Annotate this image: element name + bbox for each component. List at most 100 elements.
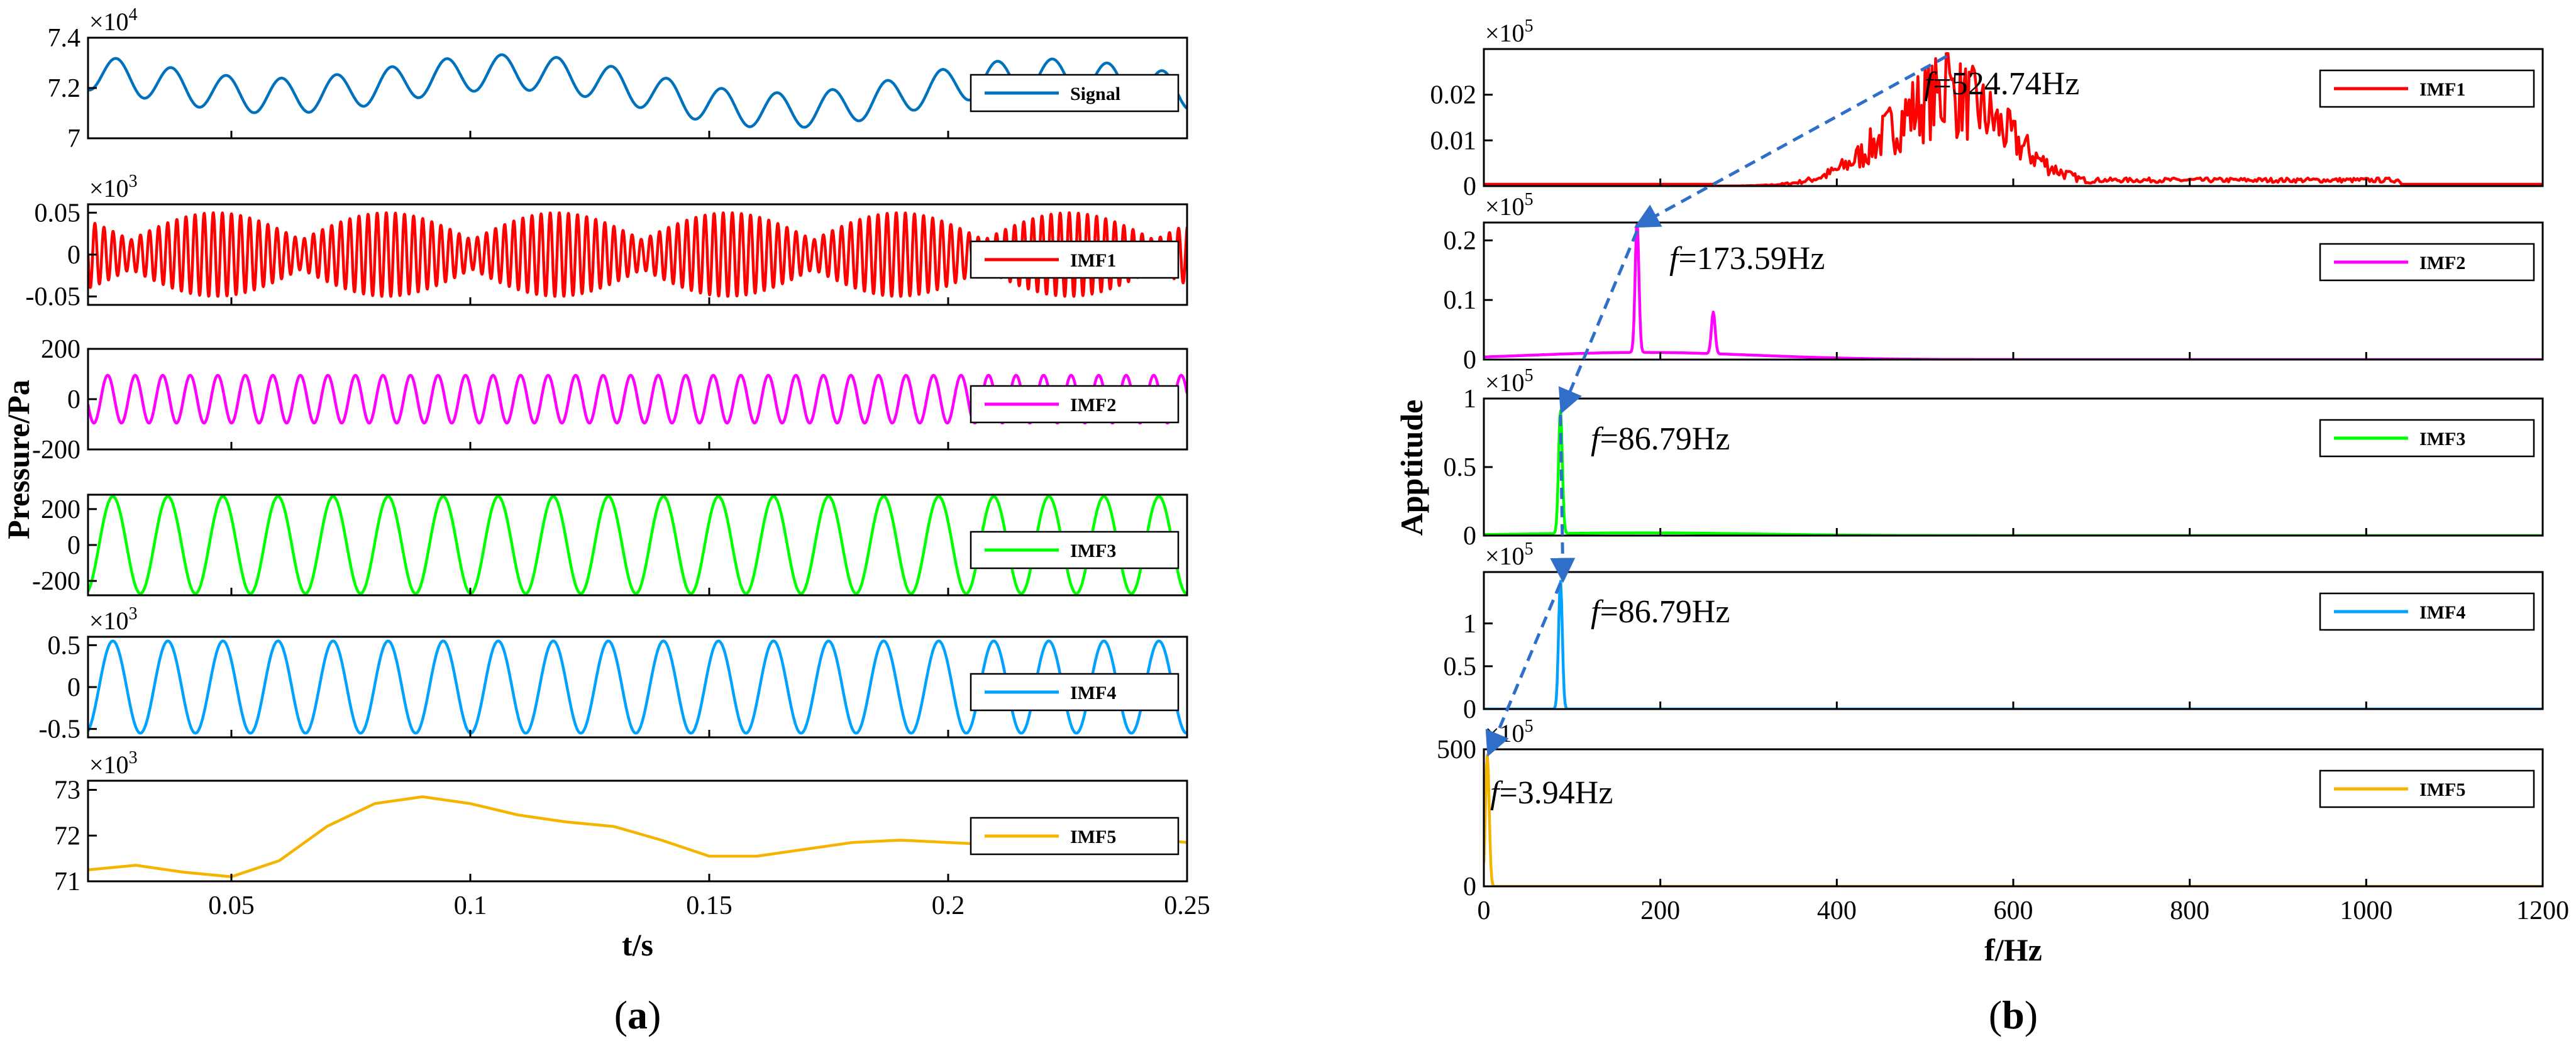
peak-arrow	[1633, 55, 1948, 228]
x-tick-label: 200	[1640, 896, 1680, 925]
a-subplot-imf4: -0.5 0 0.5 ×103 IMF4	[39, 604, 1188, 744]
b-subplot-imf2: 0 0.1 0.2 ×105 IMF2	[1444, 190, 2544, 375]
panel-b: 0 0.01 0.02 ×105 IMF1 f=524.74Hz 0 0.1 0.2 ×105 IM…	[1394, 16, 2569, 1037]
panel-label-a: (a)	[614, 993, 661, 1037]
scale-factor-label: ×104	[89, 5, 138, 36]
peak-annotation-imf2: f=173.59Hz	[1669, 241, 1825, 277]
legend-box	[2319, 419, 2535, 458]
scale-factor-label: ×103	[89, 604, 138, 635]
x-tick-label: 0.2	[932, 891, 965, 920]
series-line-signal	[88, 53, 1187, 129]
legend-label: Signal	[1070, 84, 1120, 104]
legend-label: IMF4	[2419, 602, 2465, 623]
axes-box	[1483, 571, 2544, 710]
x-tick-label: 1000	[2340, 896, 2392, 925]
y-tick-label: 0.5	[1444, 453, 1477, 482]
y-tick-label: 0	[67, 241, 80, 270]
legend-label: IMF5	[2419, 779, 2465, 800]
y-tick-label: 0.5	[1444, 652, 1477, 681]
a-subplot-imf2: -200 0 200 IMF2	[32, 335, 1188, 465]
y-tick-label: 0	[1463, 522, 1476, 551]
y-tick-label: 0	[1463, 873, 1476, 901]
peak-arrow	[1485, 582, 1562, 757]
panel-label-b: (b)	[1989, 993, 2038, 1037]
peak-annotation-imf5: f=3.94Hz	[1490, 775, 1613, 811]
legend-label: IMF4	[1070, 683, 1116, 703]
a-subplot-signal: 7 7.2 7.4 ×104 Signal	[48, 5, 1188, 153]
peak-tracking-arrows	[1485, 55, 1948, 757]
peak-annotation-imf3: f=86.79Hz	[1591, 421, 1730, 457]
legend-box	[970, 74, 1180, 113]
legend-label: IMF3	[1070, 541, 1116, 561]
series-line-imf4	[88, 639, 1187, 735]
y-tick-label: 500	[1437, 735, 1476, 764]
axes-box	[87, 779, 1188, 883]
scale-factor-label: ×103	[89, 748, 138, 779]
y-tick-label: 72	[54, 822, 80, 851]
y-tick-label: 0	[1463, 346, 1476, 375]
y-tick-label: 0.01	[1430, 126, 1477, 155]
x-axis-label: t/s	[622, 927, 653, 962]
y-tick-label: 1	[1463, 610, 1476, 639]
y-tick-label: 7.4	[48, 24, 81, 53]
legend-label: IMF2	[2419, 253, 2465, 273]
y-tick-label: 7	[67, 124, 80, 153]
scale-factor-label: ×105	[1485, 16, 1534, 47]
b-subplot-imf1: 0 0.01 0.02 ×105 IMF1	[1430, 16, 2544, 201]
x-tick-label: 400	[1817, 896, 1857, 925]
axes-box	[1483, 748, 2544, 888]
legend-label: IMF2	[1070, 395, 1116, 416]
a-subplot-imf5: 71 72 73 0.05 0.1 0.15 0.2 0.25 ×103 IMF5	[54, 748, 1210, 920]
y-tick-label: 200	[41, 495, 80, 524]
x-tick-label: 0.25	[1164, 891, 1210, 920]
legend-label: IMF1	[2419, 79, 2465, 100]
x-tick-label: 1200	[2516, 896, 2569, 925]
y-tick-label: 0.02	[1430, 81, 1477, 110]
a-subplot-imf3: -200 0 200 IMF3	[32, 493, 1188, 597]
peak-annotation-imf4: f=86.79Hz	[1591, 594, 1730, 630]
y-tick-label: 73	[54, 776, 80, 805]
y-tick-label: -200	[32, 436, 80, 465]
peak-arrow	[1558, 230, 1639, 415]
legend-label: IMF1	[1070, 250, 1116, 271]
y-tick-label: 7.2	[48, 74, 81, 103]
y-tick-label: -200	[32, 567, 80, 596]
y-tick-label: 0	[67, 531, 80, 560]
scale-factor-label: ×105	[1485, 190, 1534, 221]
b-subplot-imf3: 0 0.5 1 ×105 IMF3	[1444, 366, 2544, 551]
scale-factor-label: ×103	[89, 172, 138, 202]
x-tick-label: 0.15	[686, 891, 732, 920]
y-tick-label: 0	[67, 673, 80, 702]
y-axis-label: Pressure/Pa	[1, 380, 36, 539]
series-line-imf3	[88, 495, 1187, 595]
legend-label: IMF5	[1070, 827, 1116, 847]
y-tick-label: 200	[41, 335, 80, 364]
x-tick-label: 0.1	[454, 891, 487, 920]
y-tick-label: 0.2	[1444, 226, 1477, 255]
y-tick-label: 0	[1463, 695, 1476, 724]
peak-annotation-imf1: f=524.74Hz	[1924, 66, 2079, 102]
y-tick-label: 71	[54, 867, 80, 896]
y-tick-label: 0	[1463, 172, 1476, 201]
y-tick-label: 0	[67, 385, 80, 414]
y-tick-label: 0.1	[1444, 286, 1477, 315]
y-axis-label: Apptitude	[1394, 400, 1429, 536]
peak-arrow	[1550, 414, 1576, 583]
x-tick-label: 600	[1994, 896, 2033, 925]
b-subplot-imf4: 0 0.5 1 ×105 IMF4	[1444, 539, 2544, 724]
x-tick-label: 800	[2170, 896, 2209, 925]
y-tick-label: 0.5	[48, 631, 81, 660]
axes-box	[1483, 397, 2544, 537]
y-tick-label: 0.05	[35, 199, 81, 228]
axes-box	[1483, 221, 2544, 361]
y-tick-label: -0.5	[39, 715, 81, 744]
x-tick-label: 0.05	[208, 891, 255, 920]
scale-factor-label: ×105	[1485, 539, 1534, 570]
panel-a: 7 7.2 7.4 ×104 Signal -0.05 0 0.05 ×103 IMF1 -200 0…	[1, 5, 1210, 1037]
y-tick-label: -0.05	[26, 283, 81, 312]
scale-factor-label: ×105	[1485, 366, 1534, 397]
x-tick-label: 0	[1478, 896, 1491, 925]
x-axis-label: f/Hz	[1984, 932, 2042, 967]
